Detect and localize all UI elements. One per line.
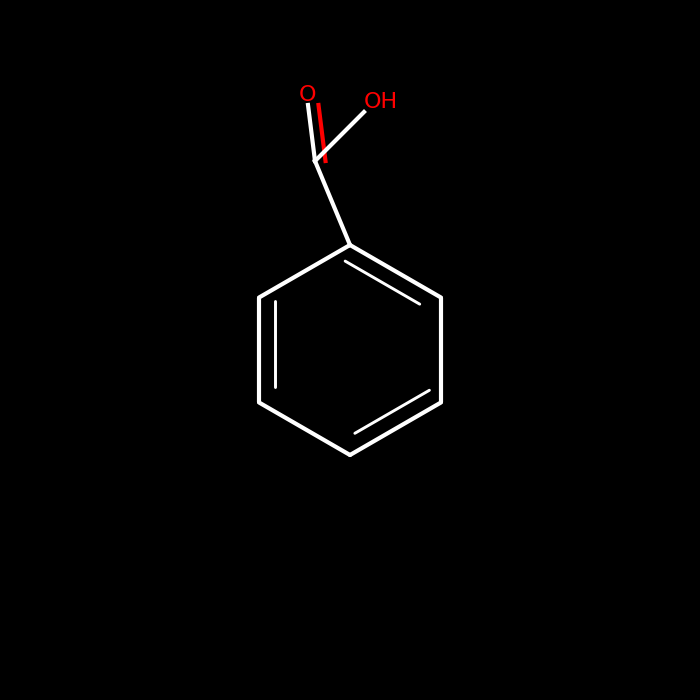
Text: O: O: [300, 85, 316, 105]
Text: OH: OH: [364, 92, 398, 112]
